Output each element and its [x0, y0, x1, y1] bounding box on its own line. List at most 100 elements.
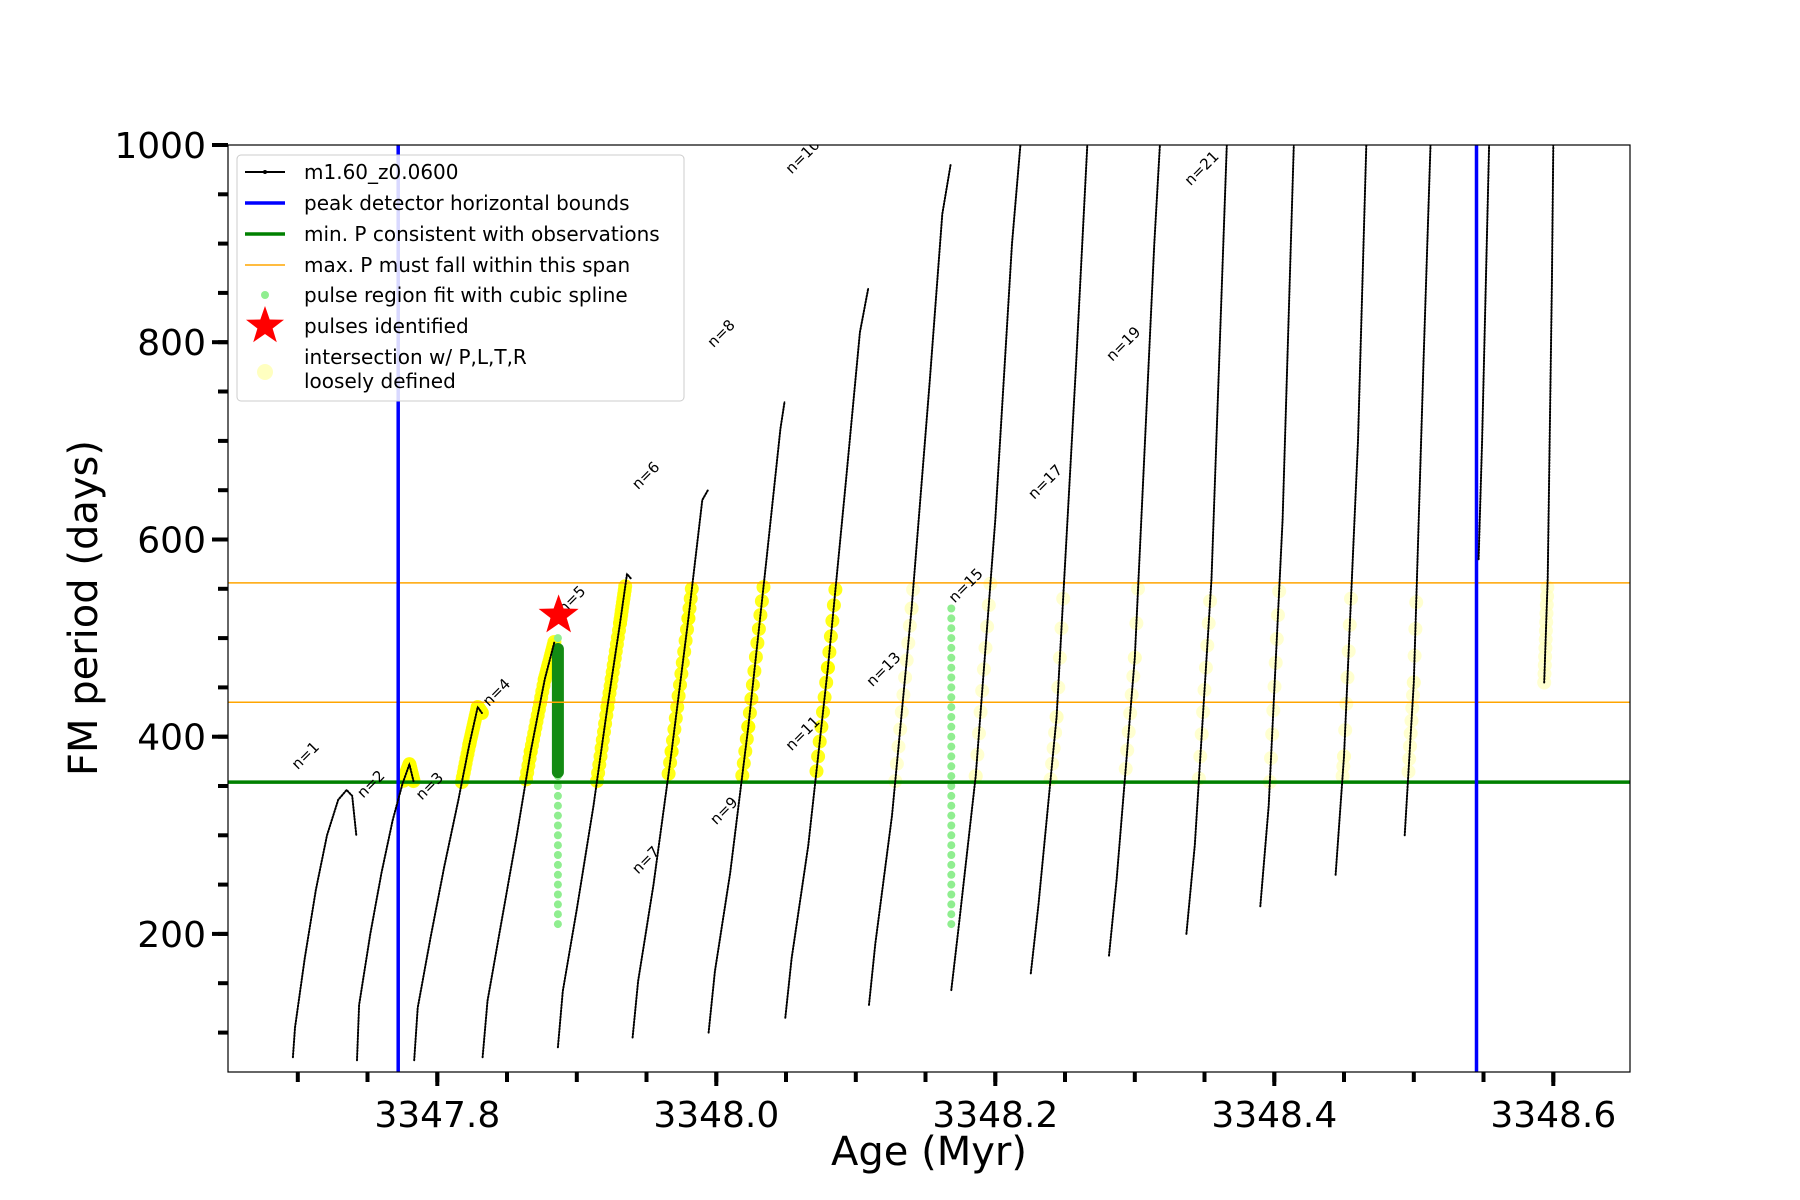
track-line-11 — [1030, 145, 1088, 974]
spline-point-1 — [947, 910, 956, 919]
track-line-17 — [1477, 145, 1490, 560]
legend: m1.60_z0.0600 peak detector horizontal b… — [236, 154, 685, 402]
y-tick-label-1: 400 — [137, 718, 206, 759]
legend-intersection-marker — [257, 364, 273, 380]
spline-point-1 — [947, 880, 956, 889]
spline-point-1 — [947, 821, 956, 830]
track-series — [291, 145, 1555, 1062]
track-line-8 — [784, 287, 869, 1018]
identified-pulse — [538, 594, 579, 633]
spline-point-1 — [947, 870, 956, 879]
spline-point-1 — [947, 890, 956, 899]
track-line-7 — [707, 401, 786, 1033]
spline-point-0 — [553, 870, 562, 879]
spline-point-1 — [947, 801, 956, 810]
x-tick-label-3: 3348.4 — [1211, 1095, 1337, 1136]
track-line-14 — [1259, 145, 1295, 907]
spline-point-1 — [947, 643, 956, 652]
legend-track-label: m1.60_z0.0600 — [304, 160, 459, 184]
spline-point-0 — [553, 920, 562, 929]
track-line-2 — [356, 761, 415, 1061]
spline-point-0 — [553, 791, 562, 800]
x-axis: 3347.8 3348.0 3348.2 3348.4 3348.6 — [295, 1072, 1616, 1136]
spline-point-1 — [947, 624, 956, 633]
y-tick-label-4: 1000 — [114, 126, 206, 167]
track-line-9 — [868, 164, 952, 1005]
spline-point-1 — [947, 772, 956, 781]
spline-point-1 — [947, 782, 956, 790]
x-tick-label-1: 3348.0 — [653, 1095, 779, 1136]
x-tick-label-2: 3348.2 — [932, 1095, 1058, 1136]
legend-box — [236, 154, 685, 402]
spline-point-1 — [947, 920, 956, 929]
legend-bounds-label: peak detector horizontal bounds — [304, 191, 630, 215]
pulse-region-fill — [551, 643, 564, 779]
y-tick-label-3: 800 — [137, 323, 206, 364]
spline-point-1 — [947, 653, 956, 662]
spline-point-1 — [947, 683, 956, 692]
spline-point-1 — [947, 722, 956, 731]
legend-star-icon — [246, 306, 284, 343]
spline-point-1 — [947, 900, 956, 909]
spline-point-1 — [947, 663, 956, 672]
spline-point-0 — [553, 782, 562, 790]
legend-min-p-label: min. P consistent with observations — [304, 222, 660, 246]
spline-point-0 — [553, 634, 562, 643]
spline-point-1 — [947, 791, 956, 800]
spline-point-0 — [553, 880, 562, 889]
spline-point-0 — [553, 860, 562, 869]
track-line-4 — [481, 641, 556, 1058]
track-line-6 — [631, 489, 709, 1038]
legend-intersection-label-2: loosely defined — [304, 369, 456, 393]
spline-point-0 — [553, 851, 562, 859]
track-line-18 — [1543, 145, 1554, 683]
spline-point-1 — [947, 742, 956, 751]
spline-point-0 — [553, 890, 562, 899]
legend-intersection-label: intersection w/ P,L,T,R — [304, 345, 527, 369]
legend-track-marker — [263, 170, 267, 174]
legend-spline-label: pulse region fit with cubic spline — [304, 283, 628, 307]
spline-point-1 — [947, 851, 956, 859]
spline-point-1 — [947, 604, 956, 613]
legend-spline-marker — [261, 291, 269, 299]
plot-frame — [227, 144, 1631, 1073]
x-tick-label-4: 3348.6 — [1490, 1095, 1616, 1136]
track-line-13 — [1185, 145, 1228, 934]
x-axis-label: Age (Myr) — [831, 1129, 1027, 1175]
pulse-star — [538, 594, 579, 633]
legend-max-p-label: max. P must fall within this span — [304, 253, 630, 277]
spline-point-0 — [553, 821, 562, 830]
spline-point-1 — [947, 614, 956, 623]
spline-point-1 — [947, 841, 956, 850]
track-line-1 — [292, 788, 357, 1058]
track-line-16 — [1404, 145, 1432, 836]
spline-point-1 — [947, 811, 956, 820]
track-line-3 — [413, 705, 483, 1061]
spline-point-1 — [947, 634, 956, 643]
track-line-15 — [1334, 145, 1367, 875]
spline-point-0 — [553, 831, 562, 840]
spline-point-0 — [553, 801, 562, 810]
spline-point-0 — [553, 910, 562, 919]
y-tick-label-2: 600 — [137, 521, 206, 562]
x-tick-label-0: 3347.8 — [374, 1095, 500, 1136]
pulse-region-bar — [551, 643, 564, 779]
spline-point-1 — [947, 673, 956, 682]
spline-point-1 — [947, 831, 956, 840]
legend-star-label: pulses identified — [304, 314, 469, 338]
spline-point-0 — [553, 841, 562, 850]
y-axis: 200 400 600 800 1000 — [114, 126, 228, 1035]
spline-point-0 — [553, 811, 562, 820]
spline-point-0 — [553, 900, 562, 909]
spline-point-1 — [947, 860, 956, 869]
spline-point-1 — [947, 713, 956, 721]
spline-point-1 — [947, 762, 956, 771]
track-line-10 — [950, 145, 1022, 991]
spline-point-1 — [947, 693, 956, 702]
spline-point-1 — [947, 752, 956, 761]
spline-point-1 — [947, 732, 956, 741]
y-tick-label-0: 200 — [137, 915, 206, 956]
spline-point-1 — [947, 703, 956, 712]
track-line-5 — [557, 572, 632, 1048]
